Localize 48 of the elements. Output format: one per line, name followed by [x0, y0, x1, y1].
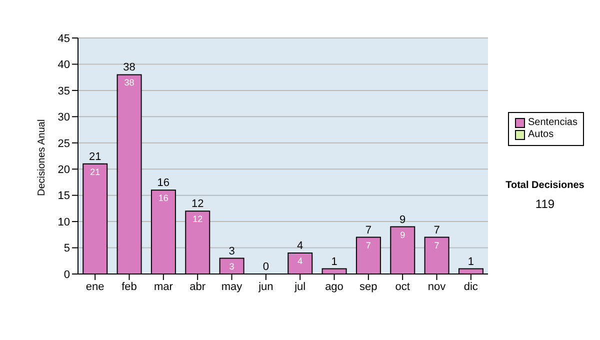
- data-label: 16: [158, 193, 168, 204]
- total-label: 1: [468, 256, 474, 268]
- y-tick-label: 30: [58, 112, 70, 124]
- x-tick-label: feb: [122, 280, 137, 293]
- x-tick-label: abr: [190, 280, 206, 293]
- y-axis-title: Decisiones Anual: [36, 119, 48, 196]
- total-label: 4: [297, 240, 304, 252]
- total-label: 0: [262, 261, 269, 273]
- data-label: 7: [366, 240, 371, 250]
- y-tick-label: 40: [58, 59, 70, 72]
- legend-label: Sentencias: [528, 117, 578, 129]
- x-tick-label: may: [221, 280, 243, 293]
- total-label: 3: [228, 245, 235, 258]
- data-label: 21: [90, 166, 100, 177]
- y-tick-label: 25: [58, 138, 70, 150]
- y-tick-label: 45: [58, 32, 70, 45]
- x-tick-label: oct: [395, 280, 410, 293]
- data-label: 38: [124, 78, 134, 88]
- data-label: 9: [400, 230, 406, 240]
- text: Total Decisiones: [504, 180, 586, 191]
- x-tick-label: ene: [86, 280, 104, 293]
- x-tick-label: jul: [294, 280, 306, 293]
- total-label: 21: [88, 150, 102, 163]
- x-tick-label: mar: [154, 280, 174, 293]
- x-tick-label: nov: [428, 280, 446, 293]
- text: 119: [534, 197, 556, 211]
- x-tick-label: sep: [360, 280, 378, 293]
- x-tick-label: jun: [258, 280, 274, 293]
- data-label: 12: [192, 214, 203, 224]
- total-label: 16: [157, 177, 170, 190]
- total-label: 9: [400, 214, 406, 226]
- total-label: 12: [191, 198, 204, 210]
- y-tick-label: 35: [58, 85, 70, 98]
- data-label: 3: [229, 261, 234, 272]
- data-label: 4: [298, 256, 303, 266]
- y-tick-label: 20: [58, 164, 70, 176]
- y-tick-label: 0: [64, 268, 70, 281]
- total-label: 38: [123, 62, 136, 74]
- y-tick-label: 5: [64, 242, 70, 255]
- x-tick-label: ago: [325, 280, 344, 293]
- y-tick-label: 10: [58, 216, 70, 228]
- total-label: 7: [365, 224, 372, 236]
- total-label: 1: [331, 256, 338, 268]
- total-label: 7: [434, 224, 440, 236]
- x-tick-label: dic: [464, 280, 478, 293]
- y-tick-label: 15: [58, 190, 70, 202]
- data-label: 7: [434, 240, 440, 250]
- legend-label: Autos: [528, 129, 554, 141]
